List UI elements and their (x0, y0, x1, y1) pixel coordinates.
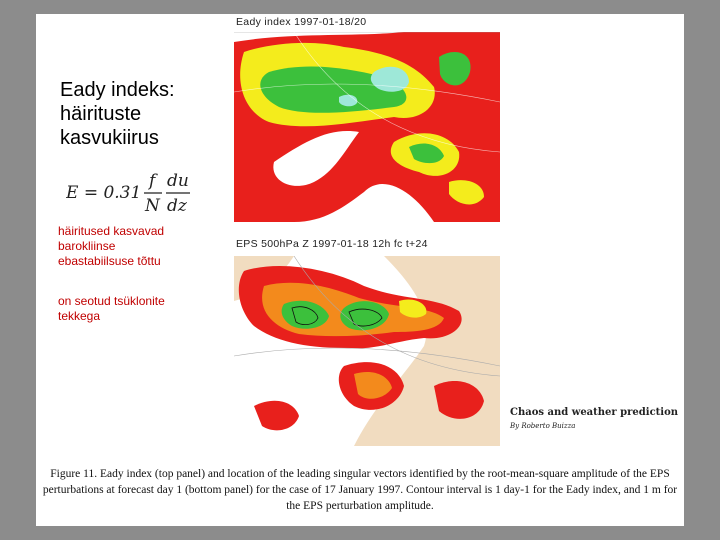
credit-title: Chaos and weather prediction (510, 407, 679, 418)
bullet-cyclones: on seotud tsüklonite tekkega (58, 294, 165, 323)
formula-lhs: E = 0.31 (66, 183, 141, 203)
figure-caption: Figure 11. Eady index (top panel) and lo… (42, 468, 678, 512)
slide: Eady indeks: häirituste kasvukiirus E = … (36, 14, 684, 526)
formula-N: N (144, 196, 161, 216)
top-map-label: Eady index 1997-01-18/20 (236, 16, 367, 28)
slide-title: Eady indeks: häirituste kasvukiirus (60, 79, 175, 149)
eady-formula: E = 0.31 f N du dz (65, 164, 226, 220)
formula-f: f (147, 171, 158, 191)
formula-dz: dz (167, 196, 188, 216)
credit-author: By Roberto Buizza (510, 422, 576, 430)
eady-index-map (234, 32, 500, 222)
bottom-map-label: EPS 500hPa Z 1997-01-18 12h fc t+24 (236, 238, 428, 250)
formula-du: du (167, 171, 189, 191)
eps-perturbation-map (234, 256, 500, 446)
bullet-growth: häiritused kasvavad barokliinse ebastabi… (58, 224, 165, 268)
